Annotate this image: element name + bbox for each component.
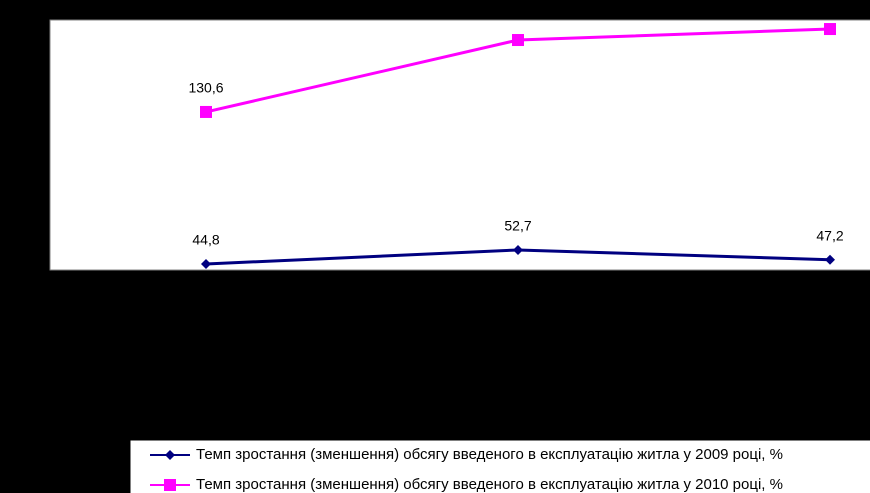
legend-label: Темп зростання (зменшення) обсягу введен…	[196, 446, 783, 463]
legend-marker	[165, 450, 175, 460]
data-label: 130,6	[188, 80, 223, 96]
data-label: 44,8	[192, 232, 219, 248]
marker	[513, 244, 523, 255]
legend-label: Темп зростання (зменшення) обсягу введен…	[196, 476, 783, 493]
marker	[512, 34, 524, 47]
marker	[824, 23, 836, 36]
legend	[129, 439, 870, 493]
legend-marker	[164, 479, 176, 491]
data-label: 47,2	[816, 227, 843, 243]
marker	[825, 254, 835, 265]
data-label: 52,7	[504, 218, 531, 234]
marker	[201, 258, 211, 269]
plot-area	[49, 19, 870, 271]
marker	[200, 105, 212, 118]
